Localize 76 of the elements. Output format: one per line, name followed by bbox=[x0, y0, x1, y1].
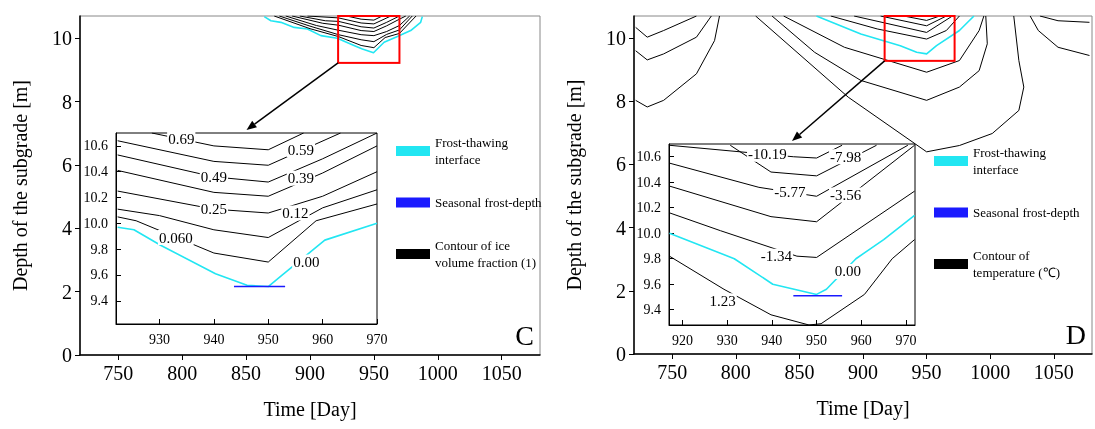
annotation: -3.56 bbox=[830, 186, 862, 203]
x-tick-label: 970 bbox=[895, 332, 917, 348]
annotation: 0.12 bbox=[282, 205, 309, 222]
annotation: -7.98 bbox=[830, 148, 862, 165]
y-axis-title: Depth of the subgrade [m] bbox=[563, 79, 586, 291]
legend-label: Contour of temperature (℃) bbox=[973, 248, 1060, 280]
x-axis-title: Time [Day] bbox=[263, 398, 357, 421]
x-tick-label: 950 bbox=[911, 361, 942, 383]
x-tick-label: 950 bbox=[257, 331, 279, 347]
annotation: -10.19 bbox=[748, 146, 787, 163]
y-tick-label: 0 bbox=[62, 344, 72, 366]
y-tick-label: 9.6 bbox=[643, 276, 661, 292]
y-tick-label: 8 bbox=[616, 90, 626, 113]
x-tick-label: 1000 bbox=[970, 361, 1011, 383]
annotation: 0.060 bbox=[158, 229, 193, 246]
y-tick-label: 10.2 bbox=[83, 190, 108, 206]
y-tick-label: 10.4 bbox=[83, 164, 108, 180]
y-tick-label: 8 bbox=[62, 90, 72, 113]
annotation: 0.00 bbox=[293, 254, 320, 271]
x-tick-label: 950 bbox=[806, 332, 828, 348]
x-tick-label: 1000 bbox=[417, 362, 458, 384]
y-tick-label: 10 bbox=[52, 27, 72, 50]
y-tick-label: 2 bbox=[62, 280, 72, 303]
x-tick-label: 930 bbox=[716, 332, 738, 348]
x-tick-label: 940 bbox=[761, 332, 783, 348]
legend-label: Seasonal frost-depth bbox=[973, 205, 1080, 220]
x-axis-title: Time [Day] bbox=[816, 397, 910, 420]
annotation: 0.39 bbox=[287, 170, 314, 187]
annotation: 1.23 bbox=[709, 292, 736, 309]
y-tick-label: 6 bbox=[616, 153, 626, 176]
x-tick-label: 800 bbox=[167, 362, 198, 384]
y-axis-title: Depth of the subgrade [m] bbox=[9, 79, 32, 292]
y-tick-label: 10.4 bbox=[636, 174, 661, 190]
x-tick-label: 930 bbox=[149, 331, 170, 347]
legend-label: Frost-thawing interface bbox=[435, 135, 512, 167]
annotation: -1.34 bbox=[760, 248, 793, 265]
x-tick-label: 1050 bbox=[1033, 361, 1074, 383]
annotation: -5.77 bbox=[774, 184, 806, 201]
annotation: 0.00 bbox=[834, 263, 862, 280]
x-tick-label: 750 bbox=[103, 362, 134, 384]
y-tick-label: 10.2 bbox=[636, 200, 661, 216]
x-tick-label: 850 bbox=[784, 361, 815, 383]
x-tick-label: 900 bbox=[848, 361, 878, 383]
y-tick-label: 0 bbox=[616, 343, 626, 365]
legend-label: Frost-thawing interface bbox=[973, 145, 1050, 177]
y-tick-label: 2 bbox=[616, 279, 626, 302]
y-tick-label: 4 bbox=[62, 217, 72, 240]
x-tick-label: 900 bbox=[295, 362, 325, 384]
x-tick-label: 920 bbox=[671, 332, 693, 348]
y-tick-label: 9.4 bbox=[643, 302, 661, 318]
x-tick-label: 1050 bbox=[481, 362, 522, 384]
y-tick-label: 10 bbox=[606, 27, 626, 50]
y-tick-label: 6 bbox=[62, 153, 72, 176]
y-tick-label: 10.6 bbox=[636, 149, 661, 165]
y-tick-label: 10.0 bbox=[83, 215, 108, 231]
x-tick-label: 750 bbox=[657, 361, 688, 383]
x-tick-label: 960 bbox=[312, 331, 334, 347]
y-tick-label: 10.6 bbox=[83, 138, 108, 154]
legend-label: Seasonal frost-depth bbox=[435, 195, 542, 210]
y-tick-label: 9.4 bbox=[90, 293, 108, 309]
x-tick-label: 800 bbox=[720, 361, 751, 383]
annotation: 0.59 bbox=[287, 141, 314, 158]
annotation: D bbox=[1065, 318, 1086, 350]
x-tick-label: 850 bbox=[231, 362, 262, 384]
x-tick-label: 940 bbox=[203, 331, 225, 347]
legend-label: Contour of ice volume fraction (1) bbox=[435, 238, 537, 270]
y-tick-label: 9.6 bbox=[90, 267, 108, 283]
annotation: C bbox=[515, 319, 534, 351]
annotation: 0.69 bbox=[168, 131, 195, 148]
x-tick-label: 950 bbox=[358, 362, 389, 384]
x-tick-label: 970 bbox=[366, 331, 388, 347]
y-tick-label: 9.8 bbox=[643, 251, 661, 267]
x-tick-label: 960 bbox=[850, 332, 872, 348]
y-tick-label: 10.0 bbox=[636, 225, 661, 241]
y-tick-label: 4 bbox=[616, 216, 626, 239]
y-tick-label: 9.8 bbox=[90, 241, 108, 257]
